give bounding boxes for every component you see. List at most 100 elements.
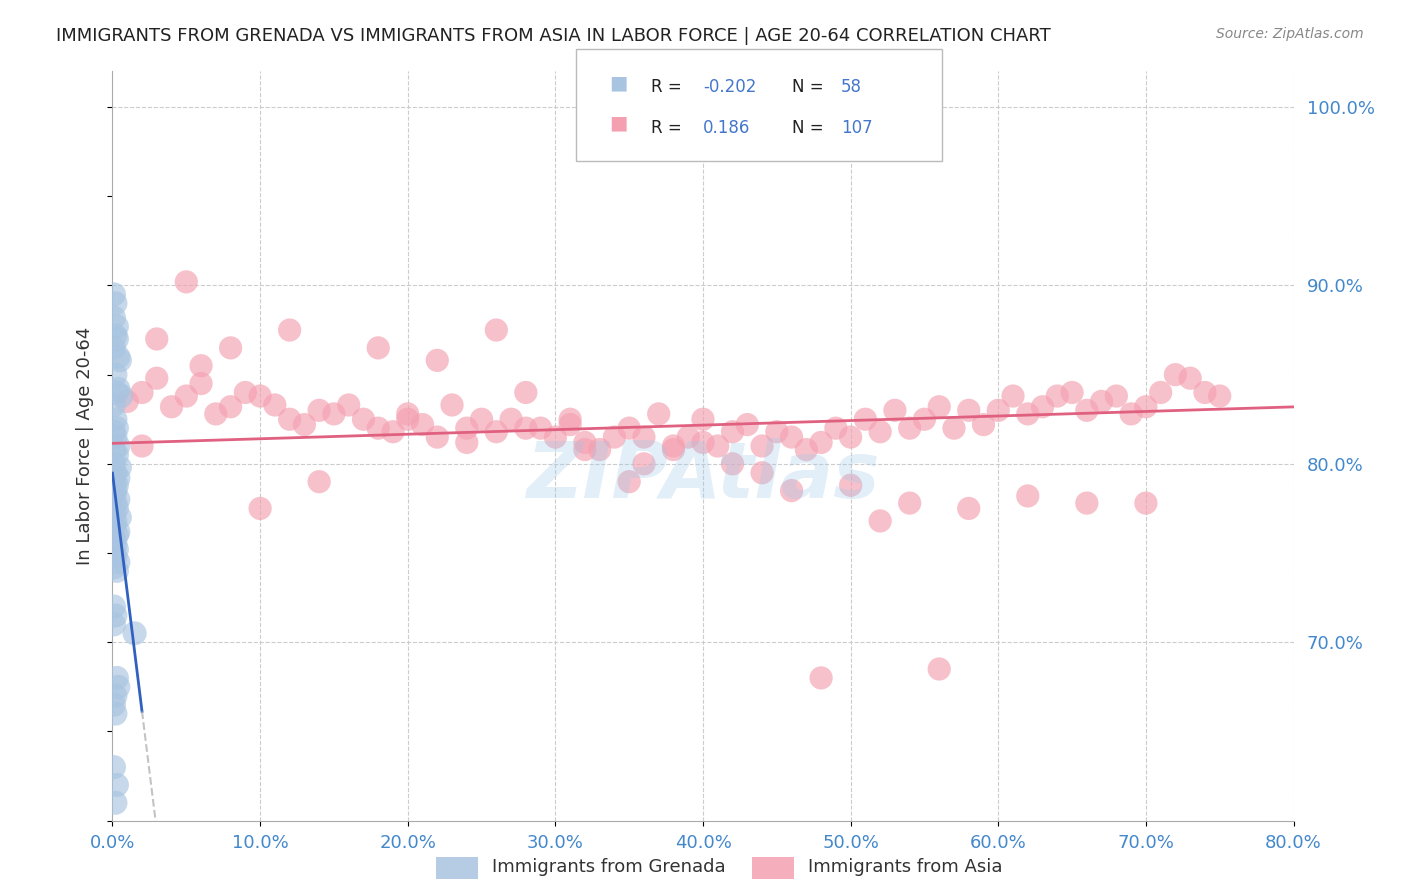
Point [485, 425, 508, 439]
Point [1105, 389, 1128, 403]
Point [107, 555, 129, 569]
Point [558, 412, 582, 426]
Y-axis label: In Labor Force | Age 20-64: In Labor Force | Age 20-64 [76, 326, 94, 566]
Point [574, 442, 596, 457]
Point [103, 519, 125, 533]
Point [470, 412, 494, 426]
Point [662, 442, 685, 457]
Point [249, 389, 271, 403]
Point [367, 421, 389, 435]
Point [426, 430, 449, 444]
Text: 107: 107 [841, 119, 872, 136]
Point [103, 599, 125, 614]
Point [104, 466, 127, 480]
Point [103, 287, 125, 301]
Point [810, 671, 832, 685]
Point [515, 421, 537, 435]
Point [107, 680, 129, 694]
Point [103, 532, 125, 546]
Text: 0.186: 0.186 [703, 119, 751, 136]
Point [855, 412, 877, 426]
Point [1208, 389, 1232, 403]
Point [973, 417, 995, 432]
Point [103, 760, 125, 774]
Point [105, 542, 128, 557]
Point [1017, 407, 1039, 421]
Point [367, 341, 389, 355]
Point [107, 524, 129, 539]
Text: R =: R = [651, 119, 692, 136]
Point [411, 417, 433, 432]
Point [105, 319, 128, 334]
Point [104, 796, 127, 810]
Point [1076, 496, 1098, 510]
Point [928, 662, 950, 676]
Point [647, 407, 671, 421]
Point [104, 608, 127, 623]
Text: ■: ■ [609, 73, 627, 92]
Point [957, 403, 980, 417]
Point [678, 430, 700, 444]
Point [1135, 400, 1157, 414]
Point [544, 430, 567, 444]
Point [249, 501, 271, 516]
Point [103, 560, 125, 574]
Point [103, 457, 125, 471]
Text: ZIPAtlas: ZIPAtlas [526, 438, 880, 514]
Point [441, 398, 464, 412]
Point [780, 430, 803, 444]
Point [1076, 403, 1098, 417]
Point [1091, 394, 1114, 409]
Point [869, 425, 891, 439]
Point [396, 407, 419, 421]
Point [108, 353, 131, 368]
Point [160, 400, 183, 414]
Point [104, 368, 127, 382]
Point [205, 407, 228, 421]
Point [633, 457, 655, 471]
Text: Immigrants from Asia: Immigrants from Asia [808, 858, 1002, 876]
Point [103, 487, 125, 501]
Point [110, 389, 132, 403]
Point [515, 385, 537, 400]
Point [619, 421, 641, 435]
Point [104, 430, 127, 444]
Point [107, 382, 129, 396]
Point [810, 435, 832, 450]
Point [928, 400, 950, 414]
Point [104, 706, 127, 721]
Point [987, 403, 1010, 417]
Point [751, 466, 773, 480]
Point [1194, 385, 1216, 400]
Point [105, 501, 128, 516]
Text: R =: R = [651, 78, 688, 96]
Point [796, 442, 818, 457]
Point [869, 514, 891, 528]
Point [103, 617, 125, 632]
Point [174, 389, 197, 403]
Text: -0.202: -0.202 [703, 78, 756, 96]
Point [633, 430, 655, 444]
Point [308, 475, 330, 489]
Point [146, 371, 169, 385]
Point [104, 296, 127, 310]
Point [190, 376, 212, 391]
Point [104, 328, 127, 343]
Point [105, 332, 128, 346]
Point [780, 483, 803, 498]
Point [766, 425, 789, 439]
Point [105, 478, 128, 492]
Point [426, 353, 449, 368]
Point [619, 475, 641, 489]
Text: ■: ■ [609, 113, 627, 132]
Point [104, 514, 127, 528]
Point [107, 439, 129, 453]
Point [104, 689, 127, 703]
Point [107, 350, 129, 364]
Point [898, 496, 921, 510]
Point [839, 478, 862, 492]
Point [456, 435, 478, 450]
Point [103, 698, 125, 712]
Point [485, 323, 508, 337]
Point [124, 626, 146, 640]
